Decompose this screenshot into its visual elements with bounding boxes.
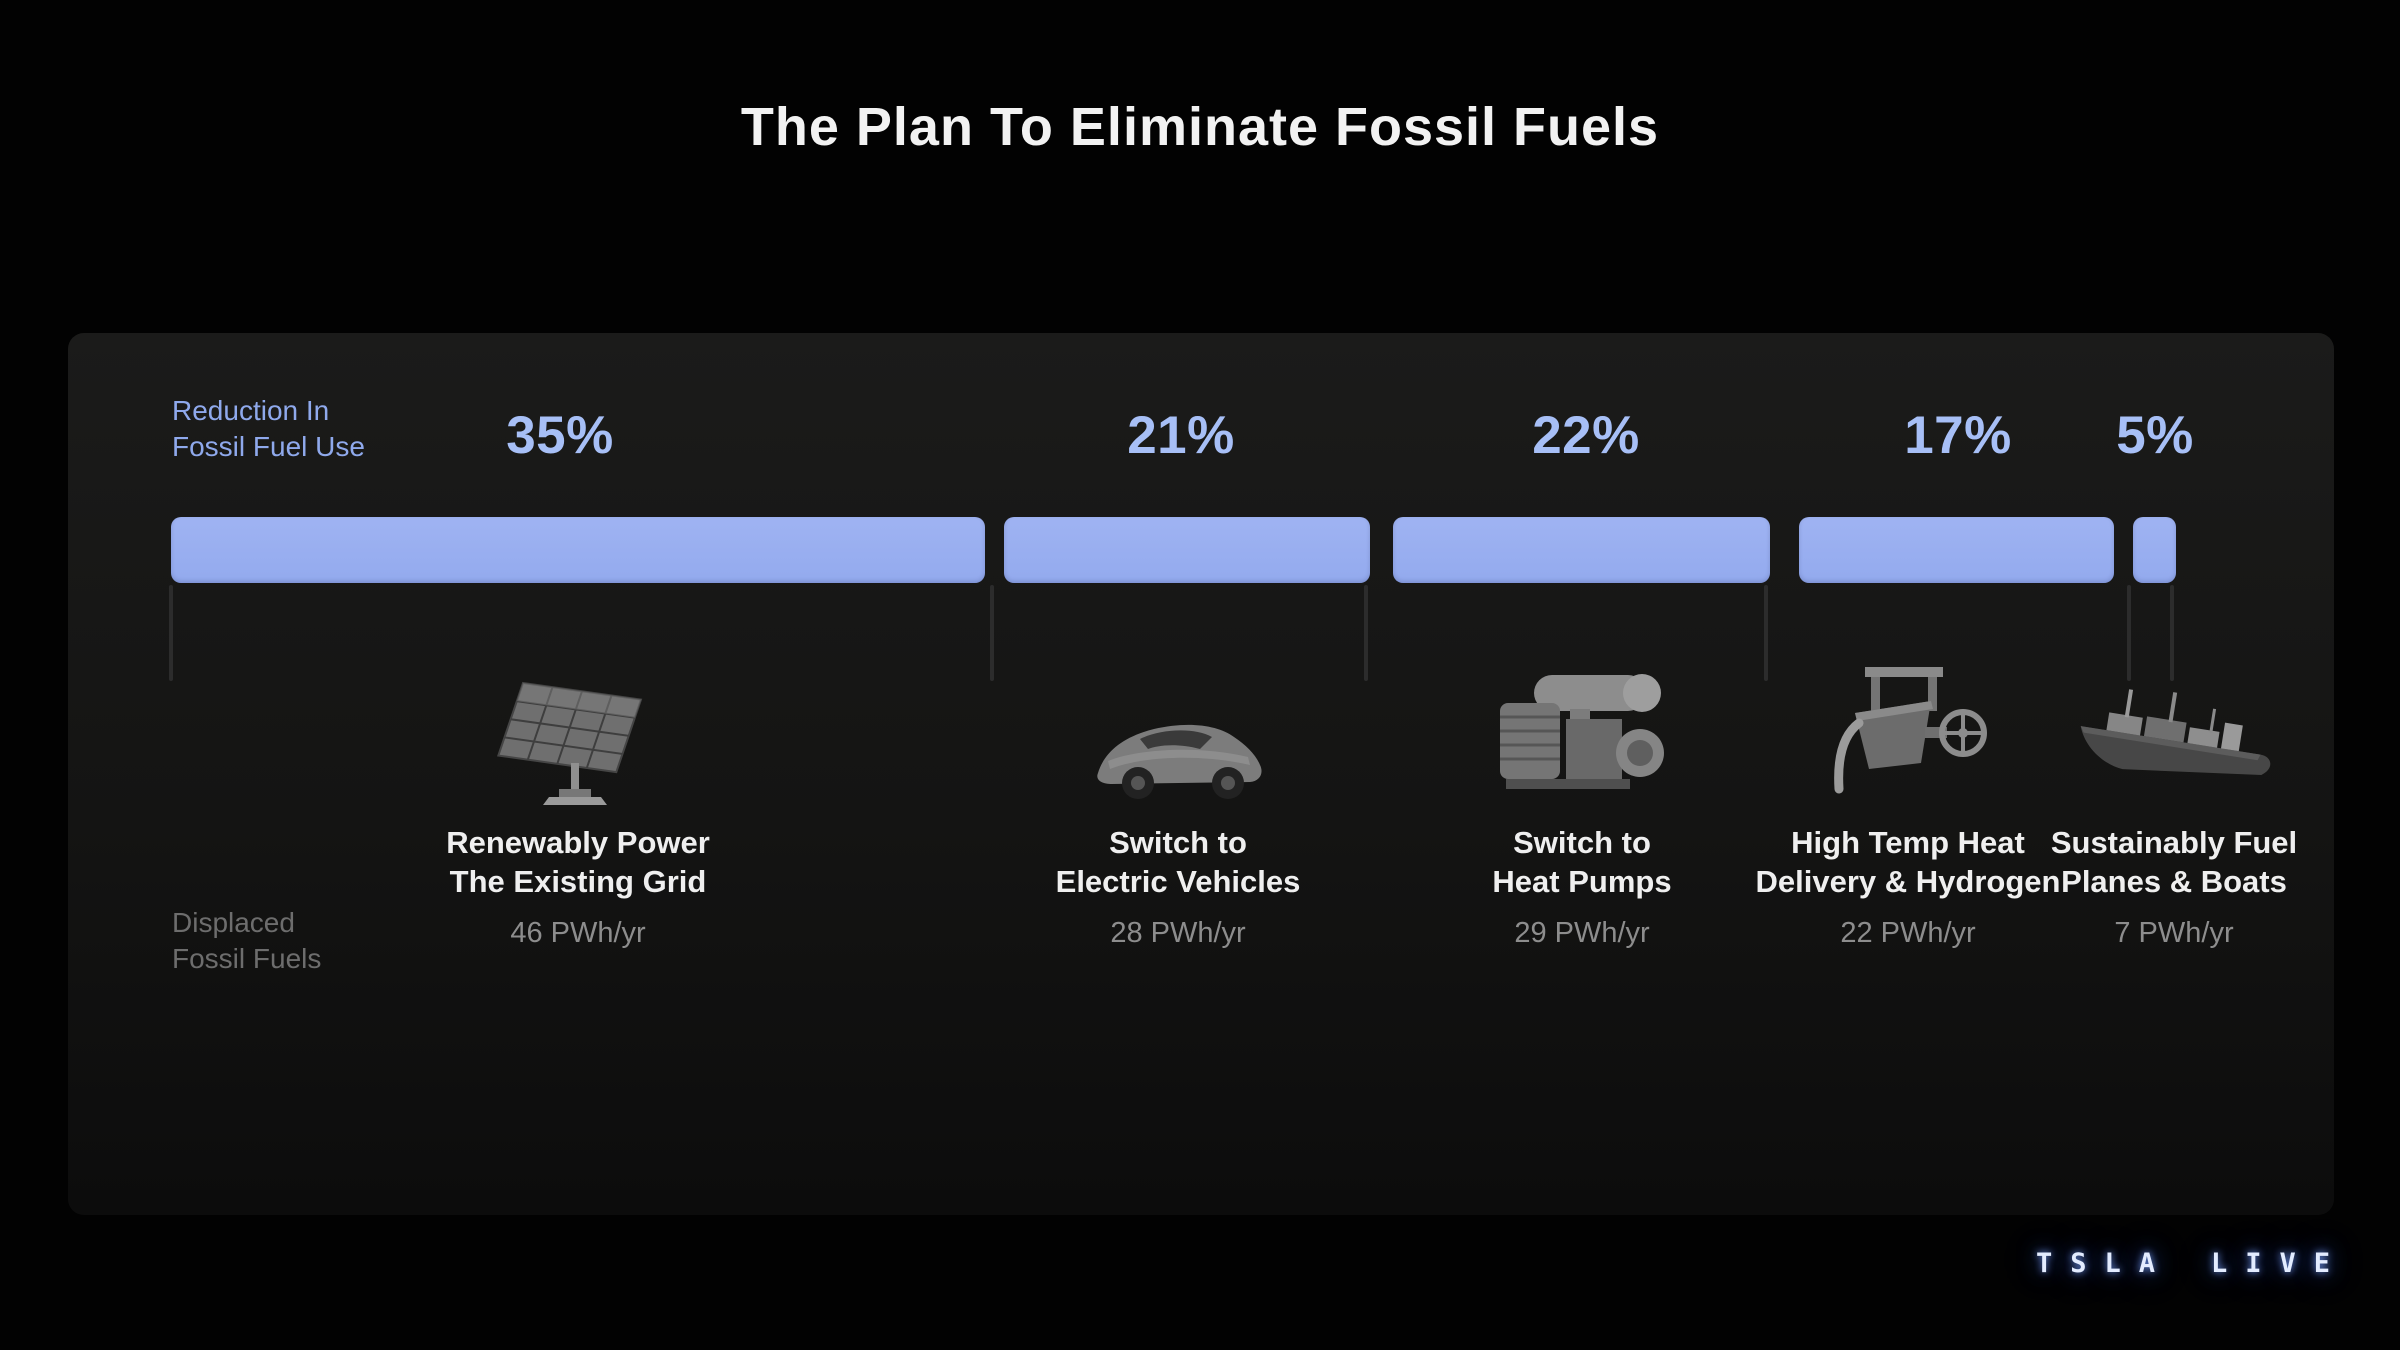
displaced-axis-label: Displaced Fossil Fuels xyxy=(172,905,321,977)
boundary-tick xyxy=(1764,585,1768,681)
category-label-line1: Switch to xyxy=(1513,825,1651,860)
heat-pump-icon xyxy=(1472,671,1692,811)
percent-label-heat-pumps: 22% xyxy=(1532,406,1640,465)
displaced-axis-label-line1: Displaced xyxy=(172,907,295,938)
category-label-line1: Renewably Power xyxy=(446,825,710,860)
percent-label-hydrogen: 17% xyxy=(1904,406,2012,465)
solar-panel-icon xyxy=(468,671,688,811)
boundary-tick xyxy=(169,585,173,681)
percent-label-grid: 35% xyxy=(506,406,614,465)
value-label-grid: 46 PWh/yr xyxy=(510,917,646,949)
category-label-ev: Switch to Electric Vehicles xyxy=(1056,823,1301,901)
value-label-ev: 28 PWh/yr xyxy=(1110,917,1246,949)
chart-panel: Reduction In Fossil Fuel Use Displaced F… xyxy=(68,333,2334,1215)
category-label-line1: Switch to xyxy=(1109,825,1247,860)
page-title: The Plan To Eliminate Fossil Fuels xyxy=(740,97,1660,157)
category-label-grid: Renewably Power The Existing Grid xyxy=(446,823,710,901)
category-label-planes-boats: Sustainably Fuel Planes & Boats xyxy=(2051,823,2297,901)
category-label-line2: Delivery & Hydrogen xyxy=(1755,864,2061,899)
boundary-tick xyxy=(1364,585,1368,681)
bar-segment-ev xyxy=(1004,517,1370,583)
value-label-heat-pumps: 29 PWh/yr xyxy=(1514,917,1650,949)
reduction-axis-label-line1: Reduction In xyxy=(172,395,330,426)
electric-car-icon xyxy=(1068,671,1288,811)
category-label-line2: Heat Pumps xyxy=(1492,864,1672,899)
bar-segment-hydrogen xyxy=(1799,517,2114,583)
bar-segment-heat-pumps xyxy=(1393,517,1770,583)
category-label-line2: The Existing Grid xyxy=(449,864,707,899)
boundary-tick xyxy=(2127,585,2131,681)
category-label-line1: Sustainably Fuel xyxy=(2050,825,2298,860)
boundary-tick xyxy=(2170,585,2174,681)
percent-label-ev: 21% xyxy=(1127,406,1235,465)
boundary-tick xyxy=(990,585,994,681)
category-label-line2: Planes & Boats xyxy=(2061,864,2287,899)
percent-label-planes-boats: 5% xyxy=(2116,406,2194,465)
bar-segment-grid xyxy=(171,517,985,583)
tsla-live-watermark: TSLA LIVE xyxy=(2036,1248,2348,1279)
reduction-axis-label-line2: Fossil Fuel Use xyxy=(172,431,365,462)
value-label-hydrogen: 22 PWh/yr xyxy=(1840,917,1976,949)
displaced-axis-label-line2: Fossil Fuels xyxy=(172,943,322,974)
watermark-word-tsla: TSLA xyxy=(2035,1248,2173,1279)
category-label-line1: High Temp Heat xyxy=(1791,825,2025,860)
watermark-word-live: LIVE xyxy=(2210,1248,2348,1279)
bar-segment-planes-boats xyxy=(2133,517,2176,583)
cargo-ship-icon xyxy=(2064,671,2284,811)
reduction-axis-label: Reduction In Fossil Fuel Use xyxy=(172,393,365,465)
category-label-heat-pumps: Switch to Heat Pumps xyxy=(1492,823,1671,901)
category-label-line2: Electric Vehicles xyxy=(1055,864,1301,899)
ladle-pour-icon xyxy=(1798,667,2018,811)
value-label-planes-boats: 7 PWh/yr xyxy=(2114,917,2234,949)
category-label-hydrogen: High Temp Heat Delivery & Hydrogen xyxy=(1756,823,2061,901)
